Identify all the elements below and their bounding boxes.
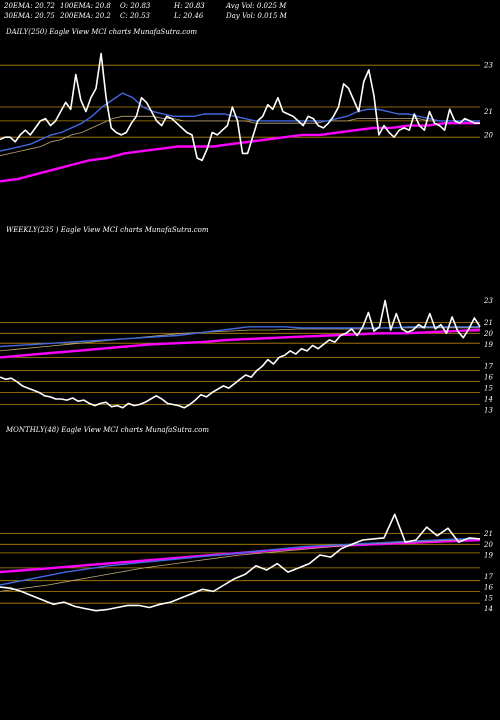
monthly-y-tick-3: 17 bbox=[484, 573, 493, 581]
stat-close: C: 20.53 bbox=[120, 12, 150, 20]
monthly-y-tick-1: 20 bbox=[483, 541, 493, 549]
monthly-ema-long-line bbox=[0, 538, 481, 574]
stat-100ema: 100EMA: 20.8 bbox=[60, 2, 111, 10]
weekly-y-tick-4: 17 bbox=[484, 363, 493, 371]
weekly-chart: 23 21 20 19 17 16 15 14 13 bbox=[0, 297, 493, 415]
monthly-y-tick-2: 19 bbox=[484, 552, 493, 560]
daily-ema-short-line bbox=[0, 92, 480, 152]
weekly-y-tick-1: 21 bbox=[483, 319, 493, 327]
daily-y-tick-0: 23 bbox=[483, 62, 493, 70]
monthly-y-tick-5: 15 bbox=[484, 594, 493, 602]
monthly-price-line bbox=[0, 513, 481, 612]
monthly-ema-short-line bbox=[0, 538, 480, 586]
stat-day-vol: Day Vol: 0.015 M bbox=[226, 12, 287, 20]
weekly-y-tick-5: 16 bbox=[484, 374, 493, 382]
stat-low: L: 20.46 bbox=[174, 12, 204, 20]
stat-200ema: 200EMA: 20.2 bbox=[60, 12, 111, 20]
stat-30ema: 30EMA: 20.75 bbox=[4, 12, 55, 20]
weekly-y-tick-6: 15 bbox=[484, 385, 493, 393]
daily-ema-mid-line bbox=[0, 115, 480, 157]
monthly-y-tick-6: 14 bbox=[484, 605, 493, 613]
monthly-y-tick-0: 21 bbox=[483, 530, 493, 538]
stat-open: O: 20.83 bbox=[120, 2, 151, 10]
weekly-y-tick-7: 14 bbox=[484, 396, 493, 404]
daily-chart-title: DAILY(250) Eagle View MCI charts MunafaS… bbox=[6, 28, 198, 36]
stat-avg-vol: Avg Vol: 0.025 M bbox=[226, 2, 287, 10]
weekly-chart-title: WEEKLY(235 ) Eagle View MCI charts Munaf… bbox=[6, 226, 209, 234]
weekly-price-line bbox=[0, 299, 481, 409]
stat-high: H: 20.83 bbox=[174, 2, 205, 10]
weekly-y-tick-0: 23 bbox=[483, 297, 493, 305]
weekly-y-tick-8: 13 bbox=[484, 407, 493, 415]
weekly-ema-long-line bbox=[0, 328, 481, 359]
daily-y-tick-1: 21 bbox=[483, 108, 493, 116]
weekly-y-tick-2: 20 bbox=[483, 330, 493, 338]
daily-price-line bbox=[0, 52, 480, 162]
daily-ema-long-line bbox=[0, 121, 480, 183]
weekly-ema-short-line bbox=[0, 326, 480, 348]
weekly-y-tick-3: 19 bbox=[484, 341, 493, 349]
monthly-y-tick-4: 16 bbox=[484, 584, 493, 592]
monthly-ema-mid-line bbox=[0, 538, 481, 592]
monthly-chart: 21 20 19 17 16 15 14 bbox=[0, 513, 493, 613]
monthly-chart-title: MONTHLY(48) Eagle View MCI charts Munafa… bbox=[6, 426, 209, 434]
stat-20ema: 20EMA: 20.72 bbox=[4, 2, 55, 10]
daily-y-tick-2: 20 bbox=[483, 131, 493, 139]
daily-chart: 23 21 20 bbox=[0, 52, 493, 183]
